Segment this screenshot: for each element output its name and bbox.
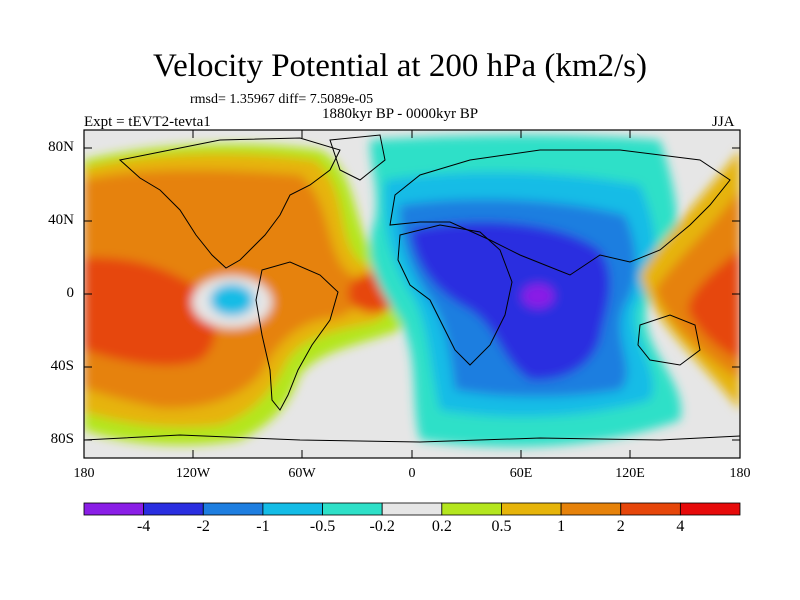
north-america-outline: [118, 137, 341, 269]
season-label: JJA: [712, 114, 735, 130]
colorbar-label: -2: [196, 518, 210, 535]
central-minimum: [522, 284, 554, 308]
colorbar-label: -0.2: [369, 518, 395, 535]
xtick-label: 120E: [615, 466, 645, 481]
colorbar-box: [262, 502, 323, 516]
map-title: Velocity Potential at 200 hPa (km2/s): [152, 48, 648, 84]
colorbar-label: -4: [136, 518, 151, 535]
eurasia-outline: [389, 149, 731, 276]
xtick-label: 0: [408, 466, 416, 481]
west-pacific-level-4: [688, 250, 740, 360]
colorbar-box: [381, 502, 443, 516]
colorbar-box: [679, 502, 741, 516]
negative-region-level-4: [410, 221, 611, 381]
colorbar-box: [322, 502, 383, 516]
xtick-label: 60W: [288, 466, 316, 481]
australia-outline: [637, 314, 701, 366]
contour-field: [84, 130, 740, 458]
colorbar-label: 0.2: [431, 518, 452, 535]
coastlines: [84, 134, 740, 443]
positive-region-level-4: [84, 257, 215, 366]
rmsd-diff-stats: rmsd= 1.35967 diff= 7.5089e-05: [190, 92, 374, 107]
ytick-label: 80S: [50, 431, 74, 447]
east-pacific-core: [210, 284, 254, 316]
xtick-label: 180: [73, 466, 95, 481]
experiment-label: Expt = tEVT2-tevta1: [84, 114, 211, 130]
ytick-label: 80N: [48, 139, 74, 155]
ytick-label: 0: [66, 285, 75, 301]
africa-outline: [397, 224, 513, 366]
colorbar-box: [441, 502, 502, 516]
xtick-label: 180: [729, 466, 751, 481]
colorbar: [83, 502, 741, 516]
colorbar-box: [83, 502, 145, 516]
colorbar-box: [501, 502, 562, 516]
south-america-outline: [255, 261, 339, 411]
colorbar-label: 2: [616, 518, 625, 535]
period-label: 1880kyr BP - 0000kyr BP: [322, 106, 479, 122]
tick-marks: [83, 130, 741, 458]
colorbar-box: [560, 502, 622, 516]
xtick-label: 60E: [509, 466, 533, 481]
ytick-label: 40N: [48, 212, 74, 228]
colorbar-label: 0.5: [491, 518, 512, 535]
colorbar-box: [620, 502, 681, 516]
colorbar-box: [143, 502, 204, 516]
antarctica-outline: [84, 434, 740, 443]
colorbar-label: -1: [256, 518, 270, 535]
colorbar-box: [202, 502, 264, 516]
colorbar-label: 4: [676, 518, 685, 535]
colorbar-label: 1: [557, 518, 566, 535]
greenland-outline: [329, 134, 386, 181]
xtick-label: 120W: [175, 466, 211, 481]
ytick-label: 40S: [50, 358, 74, 374]
colorbar-label: -0.5: [309, 518, 336, 535]
